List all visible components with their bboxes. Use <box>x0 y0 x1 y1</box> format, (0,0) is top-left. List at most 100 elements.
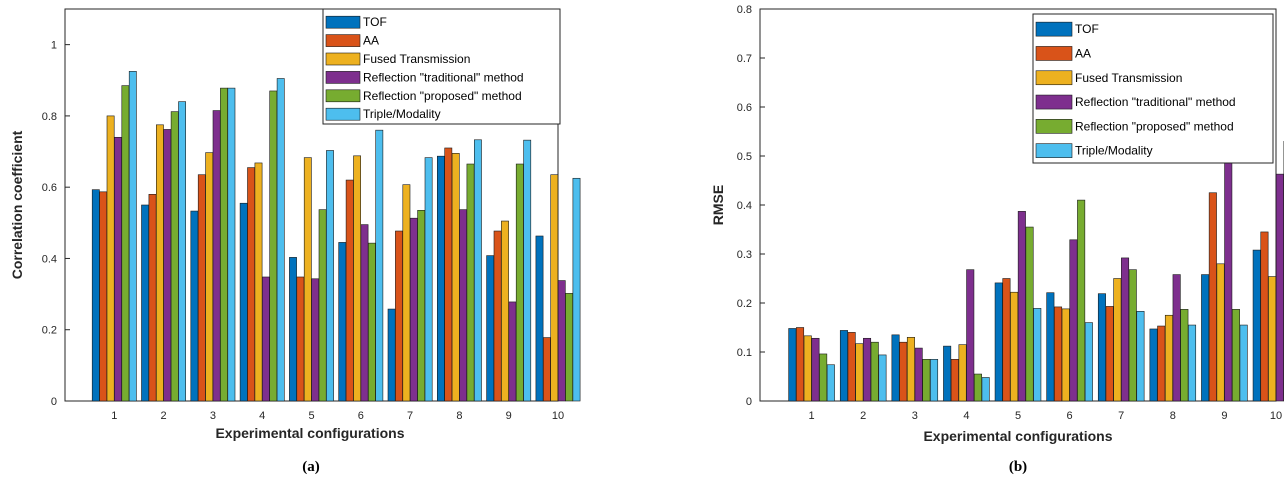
chart-panel-a: 0 0.2 0.4 0.6 0.8 1 1 2 3 4 5 6 7 8 9 10 Correlation co… <box>9 8 581 475</box>
bar-b-series-1-config-1 <box>788 328 797 402</box>
y-tick-label: 0 <box>51 396 57 408</box>
x-tick-label: 5 <box>308 410 314 422</box>
legend-entry: Triple/Modality <box>1075 144 1153 158</box>
y-tick-label: 1 <box>51 40 57 52</box>
x-tick-label: 2 <box>860 410 866 422</box>
panel-label-b: (b) <box>1009 459 1027 475</box>
bar-a-series-4-config-5 <box>311 278 320 402</box>
bar-a-series-2-config-3 <box>197 174 206 402</box>
bar-a-series-5-config-1 <box>121 85 130 402</box>
bar-b-series-4-config-8 <box>1172 274 1181 402</box>
bar-a-series-2-config-9 <box>493 230 502 402</box>
bar-b-series-3-config-4 <box>958 344 967 402</box>
x-tick-label: 9 <box>506 410 512 422</box>
bar-b-series-6-config-9 <box>1239 324 1248 402</box>
bar-a-series-4-config-8 <box>459 209 467 402</box>
bar-a-series-6-config-4 <box>276 78 285 402</box>
bar-a-series-5-config-10 <box>565 293 573 402</box>
legend-swatch <box>325 107 361 121</box>
legend-swatch <box>1035 94 1073 110</box>
legend-swatch <box>325 71 361 84</box>
bar-b-series-1-config-6 <box>1046 292 1055 402</box>
chart-panel-b: 0 0.1 0.2 0.3 0.4 0.5 0.6 0.7 0.8 1 2 3 4 5 6 7 8 9 10 RMS… <box>710 4 1284 475</box>
x-axis-label-b: Experimental configurations <box>923 428 1112 444</box>
bar-a-series-6-config-10 <box>572 177 581 402</box>
y-tick-label: 0.8 <box>42 111 57 123</box>
bar-b-series-1-config-5 <box>994 282 1003 402</box>
bar-a-series-1-config-1 <box>91 189 100 402</box>
legend-a: TOF AA Fused Transmission Reflection "tradi… <box>322 8 561 125</box>
bar-a-series-1-config-8 <box>436 155 445 402</box>
bar-b-series-2-config-6 <box>1054 306 1063 402</box>
bar-b-series-1-config-3 <box>891 334 900 402</box>
bar-b-series-2-config-2 <box>847 332 856 402</box>
bar-a-series-6-config-5 <box>326 150 334 402</box>
y-tick-label: 0.3 <box>737 249 752 261</box>
bar-a-series-6-config-2 <box>178 101 186 402</box>
bar-a-series-2-config-7 <box>395 230 403 402</box>
bar-b-series-5-config-8 <box>1180 309 1189 402</box>
bar-a-series-5-config-6 <box>367 242 376 402</box>
bar-a-series-1-config-10 <box>535 235 544 402</box>
legend-entry: AA <box>1075 46 1091 60</box>
x-tick-label: 6 <box>358 410 364 422</box>
x-tick-label: 8 <box>1170 410 1176 422</box>
bar-a-series-3-config-7 <box>402 184 411 402</box>
legend-entry: Fused Transmission <box>1075 71 1182 85</box>
bar-a-series-4-config-7 <box>409 217 418 402</box>
x-tick-label: 5 <box>1015 410 1021 422</box>
bar-b-series-5-config-4 <box>973 373 982 402</box>
bar-b-series-2-config-1 <box>796 327 805 402</box>
bar-a-series-2-config-8 <box>444 147 453 402</box>
bar-b-series-2-config-9 <box>1208 192 1217 402</box>
bar-b-series-4-config-7 <box>1121 257 1130 402</box>
x-tick-label: 1 <box>111 410 117 422</box>
bar-a-series-3-config-5 <box>303 157 312 402</box>
x-tick-label: 9 <box>1221 410 1227 422</box>
bar-b-series-5-config-7 <box>1128 269 1137 402</box>
bar-b-series-3-config-5 <box>1010 291 1019 402</box>
bar-a-series-3-config-1 <box>106 115 115 402</box>
bar-a-series-4-config-9 <box>508 301 517 402</box>
y-tick-label: 0.1 <box>737 347 752 359</box>
y-tick-label: 0.4 <box>737 200 752 212</box>
bar-a-series-1-config-3 <box>190 210 199 402</box>
y-axis-label-b: RMSE <box>710 185 726 225</box>
bar-b-series-3-config-2 <box>855 343 864 402</box>
x-tick-label: 6 <box>1067 410 1073 422</box>
bar-b-series-2-config-3 <box>899 341 908 402</box>
bar-a-series-1-config-4 <box>239 202 248 402</box>
bar-b-series-5-config-5 <box>1025 226 1034 402</box>
bar-b-series-6-config-7 <box>1136 311 1145 402</box>
bar-a-series-2-config-1 <box>99 191 108 402</box>
bar-a-series-3-config-6 <box>353 155 361 402</box>
bar-b-series-2-config-5 <box>1002 278 1011 402</box>
bar-b-series-4-config-3 <box>914 347 923 402</box>
bar-a-series-2-config-4 <box>247 167 255 402</box>
y-tick-label: 0.4 <box>42 253 57 265</box>
bar-b-series-1-config-10 <box>1252 249 1261 402</box>
bar-a-series-1-config-6 <box>338 242 347 402</box>
bar-b-series-6-config-8 <box>1188 324 1197 402</box>
x-tick-label: 2 <box>161 410 167 422</box>
bar-b-series-4-config-5 <box>1017 211 1026 402</box>
legend-box-a <box>322 8 561 125</box>
legend-entry: Triple/Modality <box>363 107 441 121</box>
bar-a-series-6-config-8 <box>473 139 482 402</box>
legend-entry: AA <box>363 34 379 48</box>
bar-a-series-5-config-5 <box>318 209 327 402</box>
legend-b: TOF AA Fused Transmission Reflection "tradi… <box>1032 13 1274 164</box>
bar-b-series-1-config-2 <box>839 330 848 402</box>
legend-swatch <box>1035 70 1073 86</box>
bar-b-series-3-config-9 <box>1216 263 1225 402</box>
y-tick-label: 0.8 <box>737 4 752 16</box>
y-tick-label: 0.6 <box>737 102 752 114</box>
bar-a-series-3-config-2 <box>156 124 164 402</box>
bar-a-series-5-config-3 <box>220 87 228 402</box>
bar-a-series-5-config-8 <box>466 163 475 402</box>
bar-b-series-6-config-1 <box>826 364 835 402</box>
bar-a-series-1-config-5 <box>289 257 297 402</box>
bar-b-series-6-config-3 <box>930 359 939 402</box>
legend-entry: Reflection "proposed" method <box>1075 119 1234 133</box>
legend-swatch <box>1035 143 1073 158</box>
